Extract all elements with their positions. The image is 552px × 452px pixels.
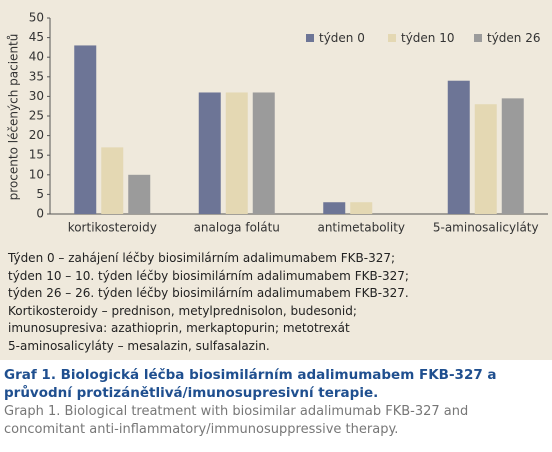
bar <box>128 174 151 214</box>
legend-swatch <box>388 34 396 42</box>
y-tick-label: 5 <box>36 187 44 201</box>
chart: procento léčených pacientů 0 5 10 15 20 25 30 3… <box>7 11 548 235</box>
notes: Týden 0 – zahájení léčby biosimilárním a… <box>8 250 409 355</box>
bar <box>225 92 248 214</box>
note-line: týden 26 – 26. týden léčby biosimilárním… <box>8 286 409 300</box>
y-tick-label: 15 <box>29 148 44 162</box>
y-tick-label: 40 <box>29 50 44 64</box>
y-tick-label: 10 <box>29 167 44 181</box>
caption-title: Graf 1. Biologická léčba biosimilárním a… <box>4 367 497 401</box>
y-tick-label: 20 <box>29 128 44 142</box>
bar <box>198 92 221 214</box>
bar <box>323 202 346 214</box>
bar <box>501 98 524 214</box>
bar <box>74 45 97 214</box>
note-line: imunosupresiva: azathioprin, merkaptopur… <box>8 321 350 335</box>
legend-label: týden 26 <box>487 31 541 45</box>
caption: Graf 1. Biologická léčba biosimilárním a… <box>4 366 548 439</box>
bar <box>350 202 373 214</box>
bar <box>447 80 470 214</box>
y-tick-label: 30 <box>29 89 44 103</box>
y-tick-label: 25 <box>29 109 44 123</box>
y-tick-label: 45 <box>29 30 44 44</box>
legend-label: týden 10 <box>401 31 455 45</box>
caption-subtitle: Graph 1. Biological treatment with biosi… <box>4 404 469 437</box>
y-tick-label: 35 <box>29 69 44 83</box>
x-tick-label: kortikosteroidy <box>68 221 157 235</box>
note-line: Týden 0 – zahájení léčby biosimilárním a… <box>8 251 396 265</box>
legend-label: týden 0 <box>319 31 365 45</box>
note-line: Kortikosteroidy – prednison, metylpredni… <box>8 303 357 318</box>
y-tick-label: 0 <box>36 207 44 221</box>
bar <box>252 92 275 214</box>
bar <box>101 147 124 214</box>
legend-swatch <box>474 34 482 42</box>
y-axis-label: procento léčených pacientů <box>7 34 21 201</box>
note-line: týden 10 – 10. týden léčby biosimilárním… <box>8 268 409 283</box>
x-tick-label: antimetabolity <box>317 221 405 235</box>
note-line: 5-aminosalicyláty – mesalazin, sulfasala… <box>8 338 270 353</box>
legend-swatch <box>306 34 314 42</box>
x-tick-label: 5-aminosalicyláty <box>433 221 539 235</box>
y-tick-label: 50 <box>29 11 44 25</box>
bar <box>474 104 497 214</box>
x-tick-label: analoga folátu <box>194 221 280 235</box>
